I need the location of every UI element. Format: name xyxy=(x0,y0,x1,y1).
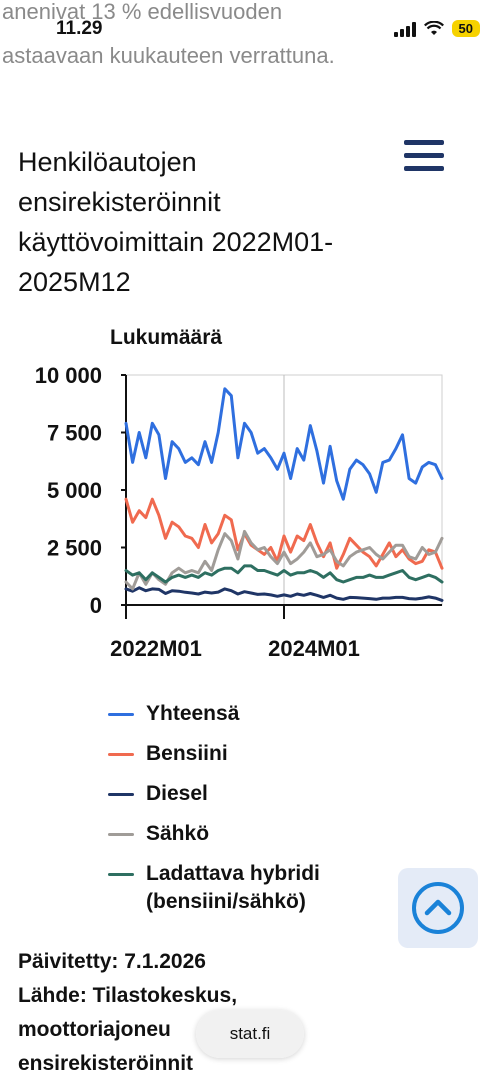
x-tick-label: 2024M01 xyxy=(268,636,360,661)
x-tick-label: 2022M01 xyxy=(110,636,202,661)
legend-swatch xyxy=(108,833,134,836)
wifi-icon xyxy=(423,20,444,35)
legend-item-2[interactable]: Bensiini xyxy=(108,740,408,768)
legend-swatch xyxy=(108,753,134,756)
legend-item-4[interactable]: Sähkö xyxy=(108,820,408,848)
y-tick-label: 7 500 xyxy=(47,421,102,446)
status-time: 11.29 xyxy=(56,18,103,39)
series-line-4 xyxy=(124,529,444,591)
hamburger-menu-icon[interactable] xyxy=(400,136,448,176)
y-tick-label: 10 000 xyxy=(35,363,102,388)
source-line-3: ensirekisteröinnit xyxy=(18,1052,194,1075)
signal-icon xyxy=(393,21,416,37)
legend-item-3[interactable]: Diesel xyxy=(108,780,408,808)
legend-swatch xyxy=(108,793,134,796)
source-line-1: Lähde: Tilastokeskus, xyxy=(18,984,238,1007)
series-line-3 xyxy=(124,586,444,602)
browser-url-bar[interactable]: stat.fi xyxy=(196,1010,304,1058)
status-icons: 50 xyxy=(393,20,480,37)
status-bar: 11.29 50 xyxy=(0,18,498,48)
scroll-to-top-button[interactable] xyxy=(398,868,478,948)
y-tick-label: 0 xyxy=(90,593,102,618)
source-line-2: moottoriajoneu xyxy=(18,1018,171,1041)
chart-title: Henkilöautojen ensirekisteröinnit käyttö… xyxy=(18,147,334,297)
chart-footer: Päivitetty: 7.1.2026 Lähde: Tilastokesku… xyxy=(18,945,378,1081)
legend-item-1[interactable]: Yhteensä xyxy=(108,700,408,728)
y-tick-label: 2 500 xyxy=(47,536,102,561)
legend-swatch xyxy=(108,873,134,876)
line-chart: 0 2 500 5 000 7 500 10 000 2022M01 2024M01 xyxy=(35,363,444,661)
legend-label: Ladattava hybridi (bensiini/sähkö) xyxy=(146,862,320,913)
background-article-text: anenivat 13 % edellisvuoden astaavaan ku… xyxy=(0,0,498,78)
y-tick-label: 5 000 xyxy=(47,478,102,503)
series-line-1 xyxy=(124,387,444,501)
chevron-up-circle-icon xyxy=(412,882,464,934)
series-line-5 xyxy=(124,564,444,584)
legend-label: Bensiini xyxy=(146,742,228,765)
background-line-1: anenivat 13 % edellisvuoden xyxy=(2,0,283,24)
legend-swatch xyxy=(108,713,134,716)
legend-item-5[interactable]: Ladattava hybridi (bensiini/sähkö) xyxy=(108,860,408,916)
updated-date: Päivitetty: 7.1.2026 xyxy=(18,950,206,973)
background-line-2: astaavaan kuukauteen verrattuna. xyxy=(2,43,335,68)
legend-label: Sähkö xyxy=(146,822,210,845)
battery-indicator: 50 xyxy=(451,20,480,37)
chart-legend: Yhteensä Bensiini Diesel Sähkö Ladattava hyb… xyxy=(108,700,408,928)
url-domain: stat.fi xyxy=(229,1024,271,1043)
y-axis-title: Lukumäärä xyxy=(110,326,223,349)
legend-label: Yhteensä xyxy=(146,702,240,725)
legend-label: Diesel xyxy=(146,782,208,805)
series-line-2 xyxy=(124,497,444,570)
